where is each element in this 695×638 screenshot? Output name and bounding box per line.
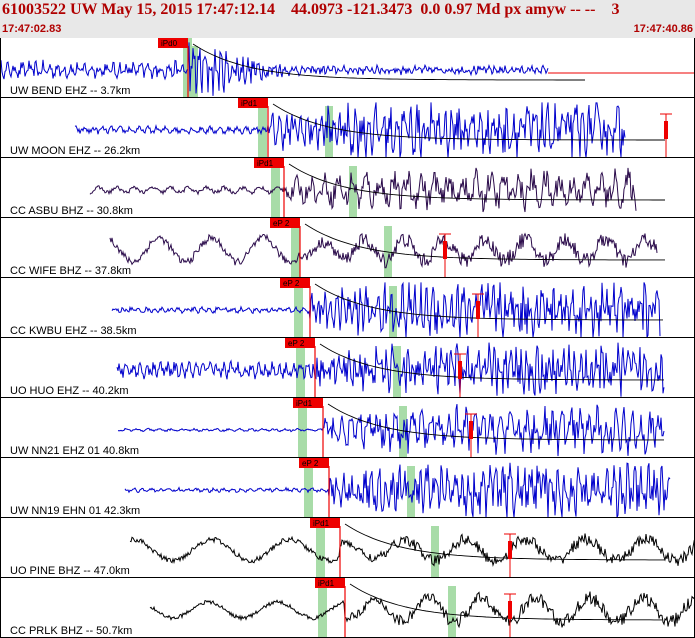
p-pick-box-4 — [280, 278, 310, 288]
coda-curve-2 — [288, 163, 665, 201]
waveform-9 — [149, 591, 695, 629]
coda-curve-0 — [192, 43, 585, 81]
p-pick-box-0 — [158, 38, 188, 48]
p-pick-label-3: eP 2 — [273, 219, 290, 228]
station-label-9: CC PRLK BHZ -- 50.7km — [10, 625, 132, 637]
station-label-4: CC KWBU EHZ -- 38.5km — [10, 325, 137, 337]
s-window-2 — [349, 166, 357, 218]
s-window-1 — [325, 106, 333, 158]
p-pick-label-1: iPd1 — [241, 99, 258, 108]
station-label-6: UW NN21 EHZ 01 40.8km — [10, 445, 139, 457]
station-label-2: CC ASBU BHZ -- 30.8km — [10, 205, 133, 217]
p-window-3 — [291, 218, 300, 278]
p-pick-box-6 — [293, 398, 323, 408]
amp-pick-marker-5 — [458, 361, 462, 379]
amp-pick-marker-4 — [476, 301, 480, 319]
s-window-0 — [190, 46, 198, 98]
event-title: 61003522 UW May 15, 2015 17:47:12.14 44.… — [2, 1, 620, 18]
p-pick-box-9 — [315, 578, 345, 588]
coda-curve-8 — [344, 523, 665, 561]
amp-pick-marker-6 — [469, 421, 473, 439]
s-window-9 — [448, 586, 456, 638]
p-pick-label-2: iPd1 — [257, 159, 274, 168]
station-label-3: CC WIFE BHZ -- 37.8km — [10, 265, 131, 277]
waveform-1 — [74, 102, 626, 158]
p-pick-label-5: eP 2 — [288, 339, 305, 348]
p-pick-label-8: iPd1 — [313, 519, 330, 528]
s-window-7 — [407, 466, 415, 518]
end-time: 17:47:40.86 — [633, 23, 693, 35]
p-pick-box-8 — [310, 518, 340, 528]
p-window-4 — [294, 278, 303, 338]
waveform-4 — [111, 281, 661, 338]
p-pick-box-3 — [270, 218, 300, 228]
coda-curve-6 — [327, 403, 664, 441]
waveform-7 — [124, 462, 671, 518]
coda-curve-4 — [314, 283, 663, 321]
p-window-6 — [298, 398, 307, 458]
waveform-2 — [89, 167, 637, 213]
p-window-7 — [304, 458, 313, 518]
coda-curve-3 — [304, 223, 665, 261]
waveform-8 — [129, 533, 695, 568]
waveform-5 — [116, 342, 665, 397]
p-pick-box-7 — [299, 458, 329, 468]
station-label-5: UO HUO EHZ -- 40.2km — [10, 385, 129, 397]
seismogram-panel[interactable]: iPd0 UW BEND EHZ -- 3.7km iPd1 UW MOON EHZ … — [0, 38, 695, 638]
s-window-5 — [393, 346, 401, 398]
coda-curve-9 — [349, 583, 662, 621]
p-pick-label-7: eP 2 — [302, 459, 319, 468]
p-pick-label-0: iPd0 — [161, 39, 178, 48]
amp-pick-marker-9 — [508, 601, 512, 619]
p-pick-box-2 — [254, 158, 284, 168]
p-pick-box-1 — [238, 98, 268, 108]
s-window-4 — [389, 286, 397, 338]
station-label-7: UW NN19 EHN 01 42.3km — [10, 505, 140, 517]
waveform-6 — [117, 404, 665, 457]
waveform-3 — [109, 232, 658, 269]
p-window-8 — [316, 518, 325, 578]
station-label-0: UW BEND EHZ -- 3.7km — [10, 85, 130, 97]
amp-pick-marker-8 — [508, 541, 512, 559]
coda-curve-5 — [319, 343, 664, 381]
p-window-9 — [318, 578, 327, 638]
p-pick-label-9: iPd1 — [318, 579, 335, 588]
station-label-1: UW MOON EHZ -- 26.2km — [10, 145, 140, 157]
waveform-0 — [0, 42, 549, 96]
p-pick-label-4: eP 2 — [283, 279, 300, 288]
start-time: 17:47:02.83 — [2, 23, 62, 35]
event-header: 61003522 UW May 15, 2015 17:47:12.14 44.… — [0, 0, 695, 38]
station-label-8: UO PINE BHZ -- 47.0km — [10, 565, 130, 577]
amp-pick-marker-3 — [443, 241, 447, 259]
p-pick-label-6: iPd1 — [296, 399, 313, 408]
p-window-5 — [296, 338, 305, 398]
s-window-8 — [431, 526, 439, 578]
coda-curve-1 — [272, 103, 665, 141]
amp-pick-marker-1 — [664, 121, 668, 139]
p-pick-box-5 — [285, 338, 315, 348]
